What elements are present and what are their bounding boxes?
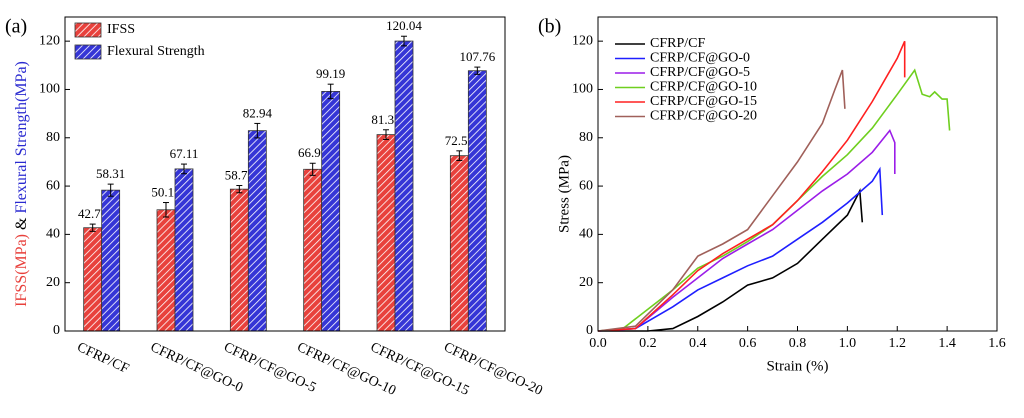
- value-label: 58.31: [96, 166, 125, 181]
- panel-label: (a): [5, 16, 27, 38]
- bar: [247, 130, 267, 332]
- y-tick-label: 0: [586, 323, 593, 338]
- bar: [303, 168, 323, 332]
- legend-label: IFSS: [107, 22, 135, 37]
- x-tick-label: 0.4: [689, 336, 707, 351]
- x-tick-label: 1.0: [839, 336, 857, 351]
- data-line: [598, 188, 864, 332]
- y-tick-label: 0: [53, 323, 60, 338]
- bar: [376, 134, 396, 332]
- bar: [229, 188, 249, 332]
- x-tick-label: 0.0: [589, 336, 607, 351]
- legend-label: CFRP/CF@GO-5: [650, 65, 750, 80]
- data-line: [597, 69, 846, 332]
- value-label: 66.95: [298, 145, 327, 160]
- y-tick-label: 60: [579, 178, 593, 193]
- legend-label: CFRP/CF@GO-20: [650, 109, 757, 124]
- legend-label: CFRP/CF@GO-10: [650, 80, 757, 95]
- plot-frame: [64, 16, 506, 332]
- value-label: 81.31: [371, 112, 400, 127]
- value-label: 82.94: [243, 105, 273, 120]
- value-label: 72.59: [445, 133, 474, 148]
- bar: [449, 155, 469, 332]
- y-axis-label-part: Flexural Strength(MPa): [13, 61, 30, 213]
- value-label: 50.19: [151, 185, 180, 200]
- y-tick-label: 80: [46, 130, 60, 145]
- x-tick-label: CFRP/CF: [75, 340, 132, 377]
- y-tick-label: 100: [39, 82, 60, 97]
- error-bar: [474, 66, 481, 75]
- error-bar: [327, 83, 334, 100]
- data-line: [597, 68, 951, 332]
- error-bar: [89, 223, 96, 232]
- value-label: 99.19: [316, 66, 345, 81]
- bar: [101, 189, 121, 332]
- panel-label: (b): [538, 16, 561, 38]
- value-label: 120.04: [386, 18, 422, 33]
- legend-label: CFRP/CF: [650, 36, 705, 51]
- error-bar: [254, 122, 261, 139]
- error-bar: [181, 163, 187, 175]
- data-line: [597, 40, 906, 332]
- y-tick-label: 80: [579, 130, 593, 145]
- y-axis-label-part: &: [13, 214, 30, 234]
- bar: [174, 168, 194, 332]
- legend-label: CFRP/CF@GO-15: [650, 94, 757, 109]
- x-tick-label: 1.6: [988, 336, 1006, 351]
- error-bar: [456, 150, 463, 161]
- y-tick-label: 40: [46, 227, 60, 242]
- value-label: 107.76: [459, 49, 495, 64]
- x-tick-label: 0.6: [739, 336, 757, 351]
- legend-swatch: [74, 22, 102, 38]
- bar: [321, 91, 341, 332]
- bar: [467, 70, 487, 332]
- y-axis-label: IFSS(MPa) & Flexural Strength(MPa): [13, 61, 30, 307]
- x-tick-label: 1.2: [889, 336, 907, 351]
- data-line: [597, 128, 896, 332]
- x-tick-label: 0.8: [789, 336, 807, 351]
- y-tick-label: 100: [572, 82, 593, 97]
- legend-swatch: [74, 44, 102, 60]
- bar: [83, 227, 103, 332]
- y-tick-label: 20: [579, 275, 593, 290]
- data-line: [597, 166, 884, 332]
- y-tick-label: 20: [46, 275, 60, 290]
- y-axis-label: Stress (MPa): [556, 155, 572, 233]
- value-label: 67.11: [170, 146, 199, 161]
- y-tick-label: 120: [572, 33, 593, 48]
- bar: [156, 209, 176, 332]
- bar: [394, 40, 414, 332]
- y-tick-label: 60: [46, 178, 60, 193]
- legend-label: Flexural Strength: [107, 44, 205, 59]
- legend-label: CFRP/CF@GO-0: [650, 51, 750, 66]
- error-bar: [107, 183, 114, 197]
- y-axis-label-part: IFSS(MPa): [13, 234, 30, 307]
- error-bar: [383, 129, 389, 140]
- y-tick-label: 120: [39, 33, 60, 48]
- error-bar: [236, 185, 243, 194]
- plot-frame: [597, 16, 998, 332]
- error-bar: [163, 202, 169, 218]
- value-label: 42.76: [78, 206, 108, 221]
- error-bar: [401, 35, 407, 47]
- error-bar: [309, 162, 316, 176]
- y-tick-label: 40: [579, 227, 593, 242]
- x-tick-label: 0.2: [639, 336, 657, 351]
- x-axis-label: Strain (%): [766, 358, 828, 374]
- value-label: 58.73: [225, 168, 254, 183]
- x-tick-label: 1.4: [938, 336, 956, 351]
